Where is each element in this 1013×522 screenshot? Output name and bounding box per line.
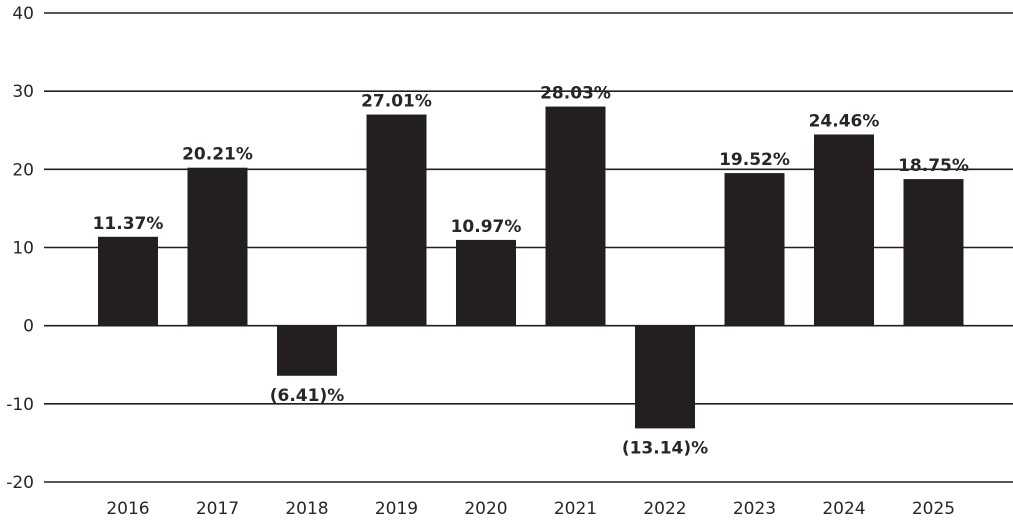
data-label: 11.37% [93,214,164,234]
x-tick-label: 2018 [285,499,328,519]
y-tick-label: 20 [12,160,34,180]
y-tick-label: -10 [6,395,34,415]
data-label: 27.01% [361,92,432,112]
bar [187,167,248,326]
bar [635,325,695,429]
bar [456,239,516,326]
x-tick-label: 2024 [822,499,865,519]
y-tick-label: -20 [6,473,34,493]
x-tick-label: 2023 [733,499,776,519]
data-label: 19.52% [719,150,790,170]
y-tick-label: 10 [12,239,34,259]
y-tick-label: 30 [12,82,34,102]
data-label: 10.97% [451,217,522,237]
y-tick-label: 0 [23,317,34,337]
x-tick-label: 2017 [196,499,239,519]
x-tick-label: 2025 [912,499,955,519]
data-label: 28.03% [540,84,611,104]
bar [366,114,427,326]
bar [814,134,874,326]
x-tick-label: 2019 [375,499,418,519]
data-label: 24.46% [809,111,880,131]
x-tick-label: 2022 [643,499,686,519]
x-tick-label: 2020 [464,499,507,519]
data-label: 18.75% [898,156,969,176]
bar [724,173,785,326]
bar [903,179,964,326]
x-tick-label: 2016 [106,499,149,519]
bar [98,236,158,326]
y-tick-label: 40 [12,4,34,24]
bar [545,106,606,326]
data-label: (13.14)% [622,438,708,458]
bar [277,325,337,376]
data-label: 20.21% [182,145,253,165]
x-tick-label: 2021 [554,499,597,519]
data-label: (6.41)% [270,386,345,406]
